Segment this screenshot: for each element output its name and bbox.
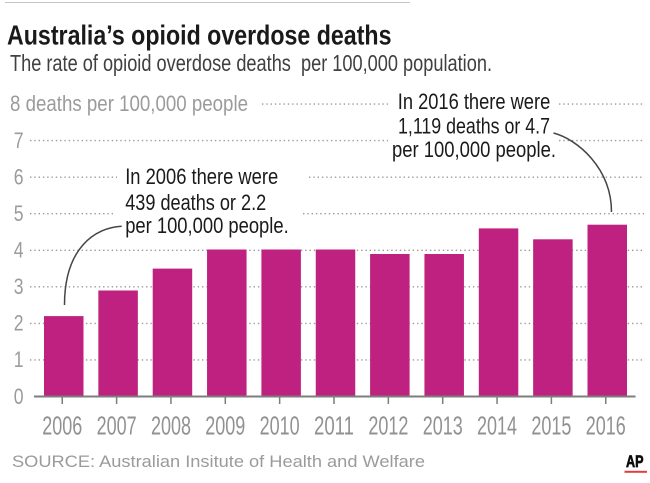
svg-text:3: 3	[14, 274, 24, 299]
svg-text:4: 4	[14, 238, 24, 263]
svg-text:2006: 2006	[42, 410, 82, 440]
svg-text:per 100,000 people.: per 100,000 people.	[392, 137, 556, 162]
svg-text:8 deaths per 100,000 people: 8 deaths per 100,000 people	[10, 91, 248, 116]
svg-text:per 100,000 people.: per 100,000 people.	[125, 213, 289, 238]
svg-text:2014: 2014	[477, 410, 517, 440]
svg-text:2008: 2008	[151, 410, 191, 440]
svg-text:AP: AP	[626, 453, 644, 471]
svg-text:SOURCE: Australian Insitute of: SOURCE: Australian Insitute of Health an…	[12, 452, 425, 471]
svg-text:1,119 deaths or 4.7: 1,119 deaths or 4.7	[398, 113, 550, 138]
svg-text:2012: 2012	[368, 410, 408, 440]
svg-text:2: 2	[14, 311, 24, 336]
svg-text:5: 5	[14, 201, 24, 226]
svg-text:2011: 2011	[314, 410, 354, 440]
svg-text:0: 0	[14, 384, 24, 409]
svg-text:7: 7	[14, 128, 24, 153]
svg-text:1: 1	[14, 347, 24, 372]
svg-text:6: 6	[14, 165, 24, 190]
svg-text:439 deaths or 2.2: 439 deaths or 2.2	[125, 190, 266, 215]
svg-text:In 2016 there were: In 2016 there were	[398, 89, 551, 114]
svg-text:2009: 2009	[205, 410, 245, 440]
svg-text:In 2006 there were: In 2006 there were	[125, 164, 278, 189]
svg-text:2015: 2015	[531, 410, 571, 440]
svg-text:2010: 2010	[260, 410, 300, 440]
svg-text:Australia’s opioid overdose de: Australia’s opioid overdose deaths	[7, 20, 392, 51]
svg-text:2016: 2016	[586, 410, 626, 440]
svg-text:2007: 2007	[97, 410, 137, 440]
svg-text:2013: 2013	[423, 410, 463, 440]
svg-text:The rate of opioid overdose de: The rate of opioid overdose deaths per 1…	[10, 50, 492, 76]
